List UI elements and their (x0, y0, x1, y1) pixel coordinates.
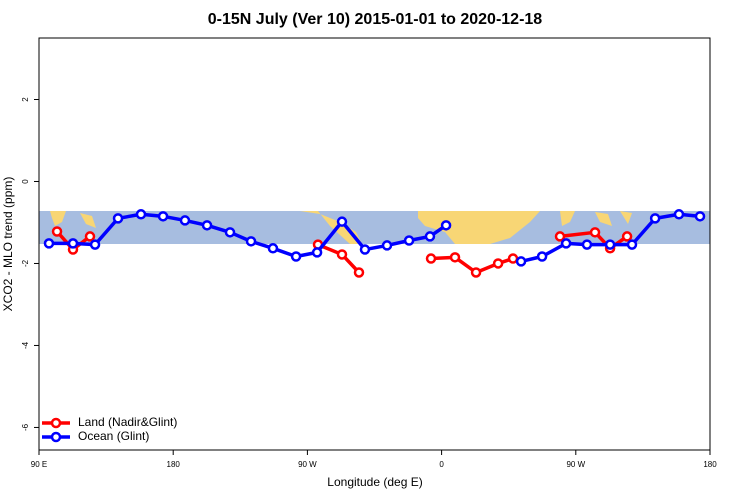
data-point (353, 267, 365, 278)
legend-label: Ocean (Glint) (78, 429, 149, 443)
land-shape (80, 213, 96, 228)
data-point (267, 243, 279, 254)
data-point (245, 236, 257, 247)
x-tick-label: 90 E (31, 460, 47, 469)
data-point (89, 239, 101, 250)
x-tick-label: 90 W (566, 460, 585, 469)
map-band (39, 211, 710, 244)
data-point (424, 231, 436, 242)
data-point (440, 220, 452, 231)
data-point (581, 239, 593, 250)
data-point (515, 256, 527, 267)
data-point (336, 249, 348, 260)
data-point (224, 227, 236, 238)
x-tick-label: 180 (167, 460, 181, 469)
data-point (311, 247, 323, 258)
data-point (67, 238, 79, 249)
data-point (201, 220, 213, 231)
data-point (157, 211, 169, 222)
data-point (403, 235, 415, 246)
data-point (649, 213, 661, 224)
y-axis-label: XCO2 - MLO trend (ppm) (1, 177, 15, 312)
x-tick-label: 90 W (298, 460, 317, 469)
land-shape (560, 211, 575, 226)
data-point (51, 226, 63, 237)
data-point (560, 238, 572, 249)
y-tick-label: 2 (21, 97, 30, 102)
data-point (112, 213, 124, 224)
y-tick-label: -2 (21, 259, 30, 267)
y-tick-label: -4 (21, 341, 30, 349)
data-point (621, 231, 633, 242)
land-shape (300, 211, 362, 244)
data-point (536, 251, 548, 262)
data-point (359, 244, 371, 255)
land-shape (620, 211, 632, 224)
legend-marker (50, 417, 62, 429)
data-point (604, 239, 616, 250)
data-point (673, 209, 685, 220)
y-tick-label: 0 (21, 179, 30, 184)
chart-title: 0-15N July (Ver 10) 2015-01-01 to 2020-1… (208, 11, 543, 28)
x-tick-label: 180 (703, 460, 717, 469)
data-point (626, 239, 638, 250)
data-point (135, 209, 147, 220)
data-point (554, 231, 566, 242)
land-shape (595, 212, 612, 226)
data-point (507, 253, 519, 264)
plot-frame (38, 37, 711, 451)
x-tick-label: 0 (439, 460, 444, 469)
data-point (43, 238, 55, 249)
data-point (381, 240, 393, 251)
data-point (84, 231, 96, 242)
data-point (336, 216, 348, 227)
y-tick-label: -6 (21, 423, 30, 431)
data-point (492, 258, 504, 269)
data-point (470, 267, 482, 278)
data-point (290, 251, 302, 262)
land-shape (50, 211, 66, 226)
data-point (449, 252, 461, 263)
land-shape (418, 211, 540, 244)
data-point (694, 211, 706, 222)
legend-marker (50, 431, 62, 443)
data-point (179, 215, 191, 226)
data-point (425, 253, 437, 264)
x-axis-label: Longitude (deg E) (327, 475, 422, 489)
data-point (589, 227, 601, 238)
legend-label: Land (Nadir&Glint) (78, 415, 177, 429)
